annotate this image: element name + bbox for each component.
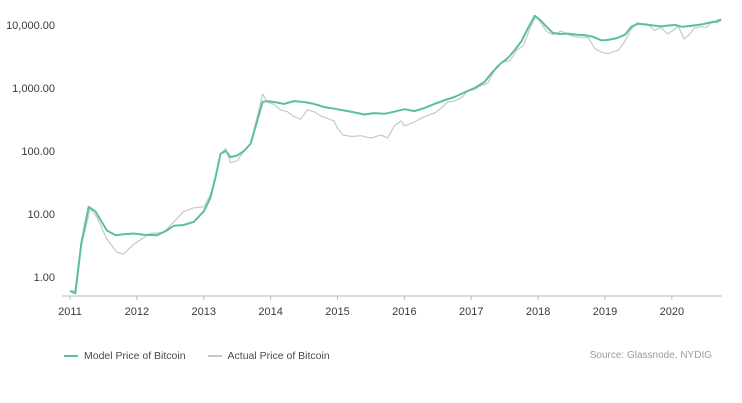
y-axis-ticks: 1.00 10.00 100.00 1,000.00 10,000.00 [6,20,55,284]
y-tick-label: 10.00 [27,209,55,221]
legend-swatch-model [64,355,78,357]
x-tick-label: 2013 [192,306,216,318]
model-price-line [69,14,722,295]
y-tick-label: 10,000.00 [6,20,55,32]
y-tick-label: 1,000.00 [12,83,55,95]
x-tick-label: 2019 [593,306,617,318]
x-tick-label: 2017 [459,306,483,318]
source-note: Source: Glassnode, NYDIG [589,350,712,361]
y-tick-label: 100.00 [21,146,55,158]
x-tick-label: 2011 [58,306,82,318]
x-tick-label: 2020 [660,306,684,318]
legend-label-actual: Actual Price of Bitcoin [227,350,330,362]
x-tick-label: 2012 [125,306,149,318]
actual-price-line [70,15,722,292]
y-tick-label: 1.00 [34,272,55,284]
x-tick-label: 2018 [526,306,550,318]
x-tick-label: 2015 [325,306,349,318]
legend-swatch-actual [207,355,222,357]
legend: Model Price of Bitcoin Actual Price of B… [64,350,330,362]
legend-item-model: Model Price of Bitcoin [64,350,186,362]
legend-label-model: Model Price of Bitcoin [84,350,186,362]
x-tick-label: 2014 [258,306,282,318]
legend-item-actual: Actual Price of Bitcoin [207,350,330,362]
series-layer [69,14,722,295]
x-tick-label: 2016 [392,306,416,318]
x-axis-ticks: 2011 2012 2013 2014 2015 2016 2017 2018 2019 2020 [58,296,684,318]
